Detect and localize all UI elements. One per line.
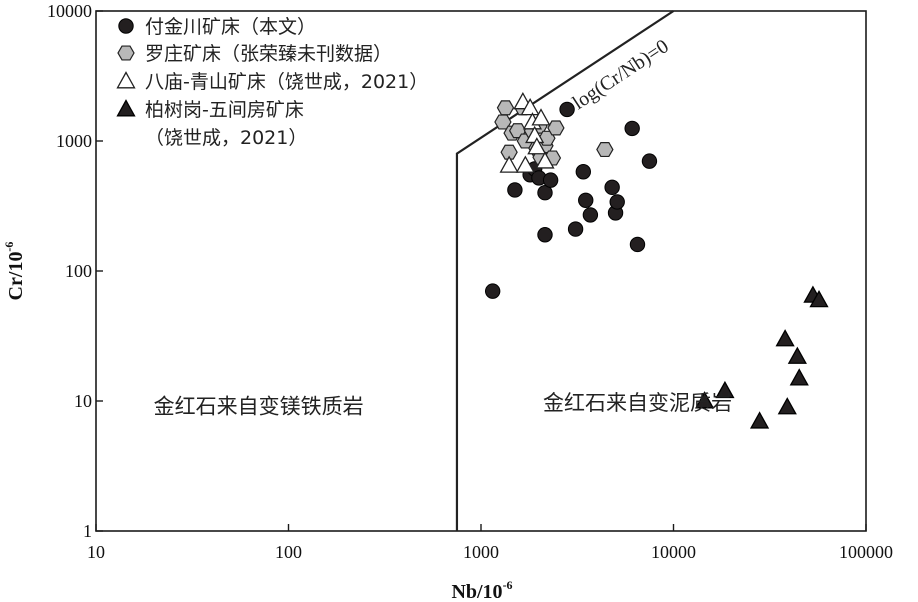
data-point-triangle-filled — [787, 346, 807, 364]
y-axis-title-text: Cr/10 — [5, 252, 27, 301]
x-axis-title-text: Nb/10 — [451, 581, 502, 602]
y-axis-title: Cr/10-6 — [2, 242, 27, 301]
discrimination-boundary: log(Cr/Nb)=0 — [455, 10, 675, 531]
data-point-circle — [578, 192, 594, 208]
data-point-triangle-open — [535, 151, 555, 169]
x-tick-label: 100 — [275, 542, 302, 562]
legend-label-line2: （饶世成，2021） — [145, 127, 307, 149]
data-point-triangle-filled — [775, 329, 795, 347]
data-point-circle — [609, 194, 625, 210]
data-point-triangle-open — [527, 137, 547, 155]
data-points — [484, 92, 829, 429]
region-label: 金红石来自变镁铁质岩 — [154, 395, 364, 419]
x-axis: 10 100 1000 10000 100000 — [87, 524, 893, 562]
data-point-circle — [582, 207, 599, 223]
data-point-triangle-open — [531, 108, 551, 126]
data-point-hexagon — [500, 144, 518, 160]
data-point-triangle-filled — [789, 368, 809, 386]
legend-label: 八庙-青山矿床（饶世成，2021） — [145, 71, 428, 93]
data-point-triangle-filled — [809, 290, 829, 308]
y-axis: 1 10 100 1000 10000 — [47, 1, 103, 541]
data-point-triangle-filled — [749, 411, 770, 429]
legend-label: 柏树岗-五间房矿床 — [145, 99, 304, 121]
data-point-circle — [575, 164, 592, 180]
x-axis-title-sup: -6 — [503, 578, 513, 592]
x-axis-title: Nb/10-6 — [451, 578, 512, 602]
y-tick-label: 1000 — [56, 131, 92, 151]
region-labels: 金红石来自变镁铁质岩 金红石来自变泥质岩 — [154, 391, 732, 418]
data-point-circle — [559, 101, 575, 118]
data-point-circle — [507, 182, 523, 198]
legend-marker-circle — [118, 18, 134, 34]
y-tick-label: 1 — [83, 521, 92, 541]
y-axis-title-sup: -6 — [2, 242, 16, 252]
y-tick-label: 10 — [74, 391, 92, 411]
x-tick-label: 100000 — [839, 542, 893, 562]
legend-label: 付金川矿床（本文） — [145, 16, 316, 38]
boundary-line — [455, 10, 675, 531]
data-point-circle — [542, 172, 559, 188]
data-point-hexagon — [496, 100, 515, 116]
data-point-triangle-open — [520, 97, 540, 116]
y-tick-label: 10000 — [47, 1, 92, 21]
x-tick-label: 10000 — [651, 542, 696, 562]
data-point-circle — [604, 179, 620, 196]
x-tick-label: 1000 — [463, 542, 499, 562]
data-point-circle — [537, 227, 553, 243]
data-point-circle — [567, 221, 584, 237]
legend-marker-triangle-filled — [116, 99, 136, 117]
data-point-circle — [484, 283, 501, 299]
data-point-circle — [641, 153, 658, 169]
legend-marker-triangle-open — [116, 71, 136, 89]
data-point-triangle-filled — [694, 391, 715, 409]
data-point-triangle-open — [499, 155, 519, 173]
series-triangle-open — [499, 92, 555, 173]
data-point-triangle-filled — [715, 380, 735, 399]
series-triangle-filled — [694, 285, 829, 429]
region-label: 金红石来自变泥质岩 — [543, 391, 732, 415]
data-point-hexagon — [596, 141, 614, 158]
series-hexagon — [494, 100, 614, 166]
x-tick-label: 10 — [87, 542, 105, 562]
data-point-triangle-filled — [777, 397, 797, 415]
legend-label: 罗庄矿床（张荣臻未刊数据） — [145, 43, 392, 65]
legend: 付金川矿床（本文） 罗庄矿床（张荣臻未刊数据） 八庙-青山矿床（饶世成，2021） 柏… — [116, 16, 428, 149]
data-point-circle — [537, 185, 553, 201]
data-point-circle — [629, 236, 646, 253]
data-point-triangle-open — [515, 155, 535, 173]
data-point-circle — [624, 120, 640, 137]
y-tick-label: 100 — [65, 261, 92, 281]
data-point-hexagon — [547, 120, 565, 136]
legend-marker-hexagon — [117, 45, 135, 61]
